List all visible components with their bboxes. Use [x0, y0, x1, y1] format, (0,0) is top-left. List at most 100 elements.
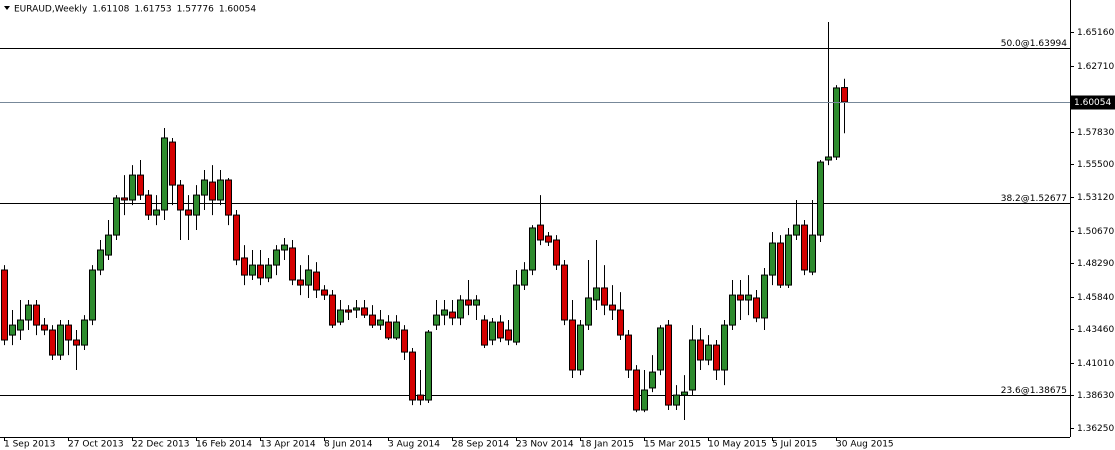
candle-body	[841, 87, 848, 103]
candle-body	[25, 304, 32, 321]
candle-body	[513, 284, 520, 343]
candle-body	[393, 321, 400, 339]
last-price-label: 1.60054	[1074, 98, 1111, 108]
candle-body	[361, 307, 368, 316]
y-tick-label: 1.48290	[1077, 259, 1114, 269]
candle-body	[377, 319, 384, 326]
candle-body	[817, 161, 824, 236]
candle-body	[489, 321, 496, 341]
y-tick-label: 1.50670	[1077, 227, 1114, 237]
candle-body	[441, 309, 448, 316]
candle-body	[633, 369, 640, 411]
y-tick-label: 1.43460	[1077, 325, 1114, 335]
candle-body	[385, 321, 392, 339]
candle-body	[561, 264, 568, 321]
candle-body	[97, 249, 104, 271]
x-tick-label: 10 May 2015	[708, 440, 767, 450]
y-tick-label: 1.36250	[1077, 424, 1114, 434]
candle-body	[41, 324, 48, 331]
candle-body	[689, 339, 696, 391]
candle-body	[497, 321, 504, 339]
x-tick-label: 22 Dec 2013	[132, 440, 190, 450]
candle-body	[761, 274, 768, 319]
x-tick-label: 3 Aug 2014	[388, 440, 440, 450]
candle-body	[793, 224, 800, 236]
candle-body	[185, 209, 192, 216]
x-tick-label: 1 Sep 2013	[4, 440, 55, 450]
candle-body	[481, 319, 488, 346]
x-tick-label: 30 Aug 2015	[836, 440, 894, 450]
x-tick-label: 27 Oct 2013	[68, 440, 124, 450]
candle-body	[225, 179, 232, 216]
candle-body	[249, 264, 256, 276]
x-tick-label: 16 Feb 2014	[196, 440, 252, 450]
candle-body	[169, 141, 176, 186]
candle-body	[113, 197, 120, 236]
menu-arrow[interactable]	[4, 6, 10, 10]
x-tick-label: 8 Jun 2014	[324, 440, 373, 450]
header-high: 1.61753	[134, 5, 171, 15]
y-tick-label: 1.53120	[1077, 193, 1114, 203]
x-tick-label: 18 Jan 2015	[580, 440, 634, 450]
candle-body	[145, 194, 152, 216]
candle-body	[193, 194, 200, 216]
header-low: 1.57776	[177, 5, 214, 15]
candle-body	[449, 311, 456, 319]
candle-body	[657, 327, 664, 371]
candle-body	[681, 391, 688, 396]
level-label: 50.0@1.63994	[1001, 39, 1068, 49]
y-tick-label: 1.38630	[1077, 391, 1114, 401]
candle-body	[641, 389, 648, 411]
header-close: 1.60054	[219, 5, 256, 15]
candle-body	[545, 235, 552, 243]
candle-body	[81, 319, 88, 346]
candle-body	[537, 224, 544, 241]
candle-body	[529, 227, 536, 271]
candle-body	[801, 224, 808, 271]
candle-body	[777, 242, 784, 286]
x-tick-label: 13 Apr 2014	[260, 440, 316, 450]
candle-body	[1, 269, 8, 341]
candle-body	[601, 287, 608, 306]
candle-body	[257, 264, 264, 279]
candle-body	[713, 344, 720, 371]
candle-body	[417, 394, 424, 401]
candle-body	[737, 294, 744, 301]
candle-body	[825, 156, 832, 161]
candle-body	[177, 184, 184, 211]
y-tick-label: 1.41010	[1077, 359, 1114, 369]
x-tick-label: 5 Jul 2015	[772, 440, 817, 450]
candle-body	[273, 249, 280, 266]
candle-body	[521, 269, 528, 286]
candle-body	[137, 174, 144, 196]
candle-body	[753, 297, 760, 319]
candle-body	[473, 299, 480, 306]
candle-body	[673, 394, 680, 406]
candle-body	[49, 329, 56, 356]
level-label: 23.6@1.38675	[1001, 386, 1067, 396]
candle-body	[313, 271, 320, 291]
candle-body	[241, 257, 248, 276]
x-tick-label: 23 Nov 2014	[516, 440, 574, 450]
candle-body	[217, 179, 224, 201]
candle-body	[121, 197, 128, 201]
candle-body	[57, 324, 64, 356]
y-tick-label: 1.57830	[1077, 128, 1114, 138]
candle-body	[89, 269, 96, 321]
y-tick-label: 1.62710	[1077, 62, 1114, 72]
level-label: 38.2@1.52677	[1001, 194, 1067, 204]
candle-body	[33, 304, 40, 326]
candle-body	[569, 319, 576, 371]
candle-body	[305, 269, 312, 286]
candle-body	[129, 174, 136, 201]
candle-body	[209, 181, 216, 201]
candle-body	[433, 314, 440, 326]
candle-body	[409, 351, 416, 401]
candle-body	[729, 294, 736, 326]
candle-body	[65, 324, 72, 341]
candle-body	[809, 234, 816, 273]
candle-body	[769, 242, 776, 276]
candle-body	[721, 324, 728, 371]
candle-body	[297, 279, 304, 286]
